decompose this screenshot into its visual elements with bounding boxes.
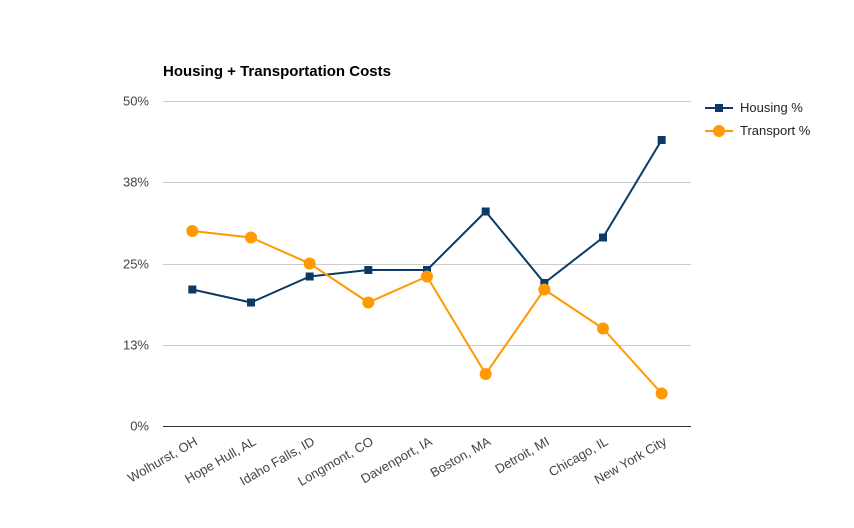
housing-data-point [540,279,549,287]
housing-data-point [188,285,197,294]
gridlines [163,101,691,427]
housing-data-point [481,207,490,216]
legend-item-housing[interactable]: Housing % [705,100,803,115]
transport-data-point [245,231,257,244]
legend-item-transport[interactable]: Transport % [705,123,811,138]
y-tick-label: 0% [130,419,149,434]
housing-data-point [305,272,314,281]
y-tick-label: 38% [123,175,149,190]
legend: Housing % Transport % [705,100,811,138]
transport-series-line [192,230,663,395]
chart-title: Housing + Transportation Costs [163,63,391,80]
x-tick-label: Detroit, MI [492,434,551,477]
housing-data-point [423,266,431,274]
transport-data-point [479,368,492,380]
legend-label: Housing % [740,100,803,115]
transport-data-point [303,257,316,270]
housing-data-point [657,136,666,144]
transport-data-point [421,270,433,283]
y-tick-label: 25% [123,257,149,272]
legend-circle-marker-icon [713,125,725,137]
housing-data-point [247,298,255,307]
transport-data-point [655,387,668,400]
transport-data-point [362,296,375,309]
housing-data-point [599,233,607,242]
x-tick-label: Boston, MA [427,433,493,480]
transport-data-point [538,283,551,296]
transport-data-point [186,225,199,237]
housing-data-point [364,266,373,274]
transport-data-point [597,322,609,335]
y-tick-label: 13% [123,338,149,353]
y-tick-label: 50% [123,94,149,109]
series-lines [186,136,668,400]
y-axis-ticks: 0% 13% 25% 38% 50% [123,94,149,434]
legend-label: Transport % [740,123,811,138]
legend-square-marker-icon [715,104,723,112]
